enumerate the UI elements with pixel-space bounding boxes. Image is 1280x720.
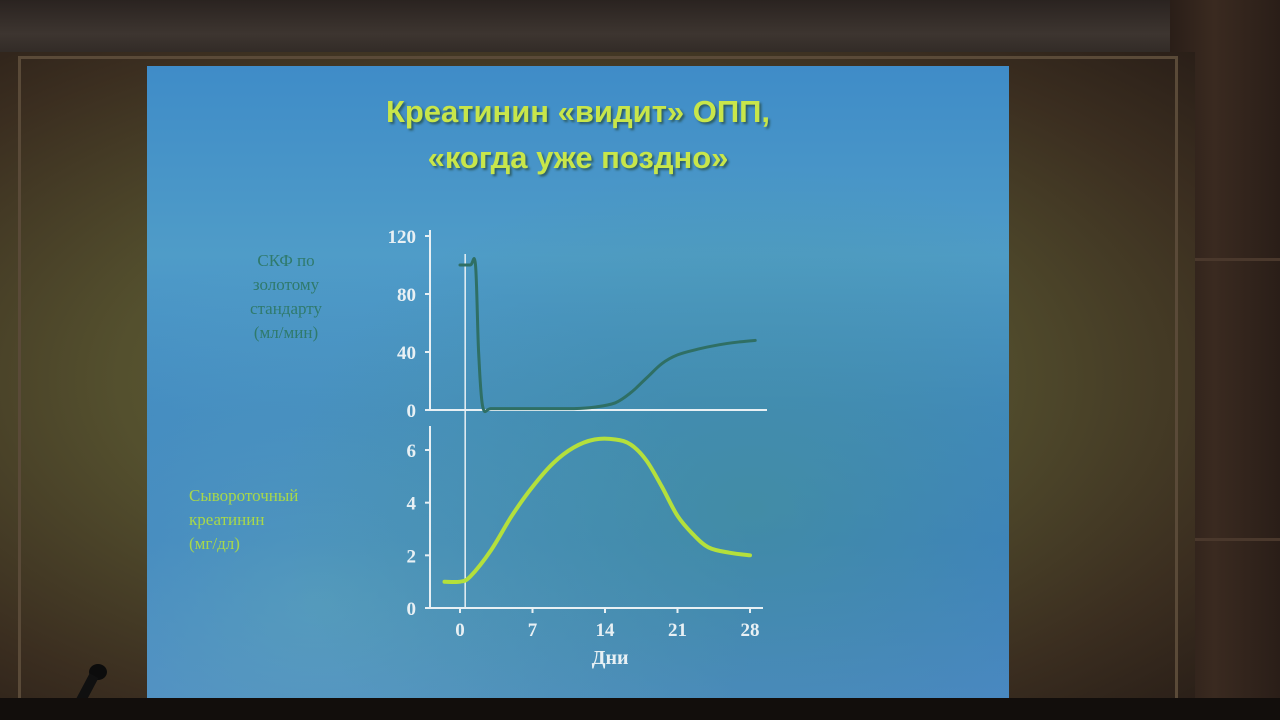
gfr-y-tick-label: 40: [397, 343, 416, 364]
creatinine-label-line: (мг/дл): [189, 534, 240, 553]
x-tick-label: 28: [741, 620, 760, 641]
slide-background-tint: [147, 66, 1009, 698]
presentation-slide: Креатинин «видит» ОПП, «когда уже поздно…: [147, 66, 1009, 698]
slide-title-line-2: «когда уже поздно»: [427, 140, 729, 175]
gfr-axis-label: СКФ по золотому стандарту (мл/мин): [231, 249, 341, 345]
creatinine-y-tick-label: 2: [407, 546, 417, 567]
gfr-label-line: (мл/мин): [253, 323, 319, 342]
creatinine-label-line: креатинин: [189, 510, 265, 529]
gfr-creatinine-chart: 0 40 80 120 0 2 4 6 0 7 14 21 28 Дни: [388, 227, 767, 669]
gfr-label-line: золотому: [252, 275, 320, 294]
gfr-y-tick-label: 120: [388, 227, 417, 248]
room-floor-edge: [0, 698, 1280, 720]
x-tick-label: 7: [528, 620, 538, 641]
x-tick-label: 21: [668, 620, 687, 641]
creatinine-label-line: Сывороточный: [189, 486, 299, 505]
x-tick-label: 0: [455, 620, 465, 641]
gfr-y-tick-label: 80: [397, 285, 416, 306]
x-tick-label: 14: [596, 620, 616, 641]
creatinine-y-tick-label: 4: [407, 494, 417, 515]
slide-title-line-1: Креатинин «видит» ОПП,: [385, 94, 771, 129]
creatinine-axis-label: Сывороточный креатинин (мг/дл): [189, 484, 349, 556]
gfr-y-tick-label: 0: [407, 401, 417, 422]
gfr-label-line: СКФ по: [257, 251, 315, 270]
wall-panel-line: [1170, 538, 1280, 541]
gfr-series-line: [458, 257, 757, 414]
gfr-label-line: стандарту: [249, 299, 322, 318]
creatinine-y-tick-label: 6: [407, 441, 417, 462]
x-axis-title: Дни: [592, 647, 629, 669]
room-ceiling: [0, 0, 1280, 62]
creatinine-series-line: [442, 436, 752, 585]
creatinine-y-tick-label: 0: [407, 599, 417, 620]
wall-panel-line: [1170, 258, 1280, 261]
